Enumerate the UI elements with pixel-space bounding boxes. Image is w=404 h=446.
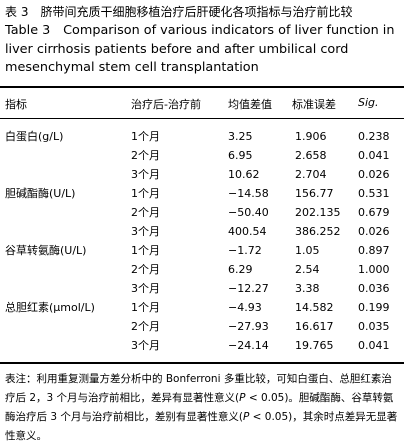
significance-cell: 0.041 <box>358 149 390 162</box>
header-indicator: 指标 <box>5 98 27 111</box>
significance-cell: 0.199 <box>358 301 390 314</box>
footnote-p-symbol-1: P <box>239 392 246 404</box>
standard-error-cell: 156.77 <box>295 187 334 200</box>
mean-difference-cell: −12.27 <box>228 282 269 295</box>
table-row: 2个月 6.95 2.658 0.041 <box>0 147 404 165</box>
significance-cell: 0.026 <box>358 225 390 238</box>
table-title-chinese: 表 3 脐带间充质干细胞移植治疗后肝硬化各项指标与治疗前比较 <box>5 5 353 19</box>
time-point-cell: 1个月 <box>131 244 160 257</box>
mean-difference-cell: −24.14 <box>228 339 269 352</box>
time-point-cell: 2个月 <box>131 149 160 162</box>
significance-cell: 0.679 <box>358 206 390 219</box>
table-row: 3个月 −12.27 3.38 0.036 <box>0 280 404 298</box>
table-footnote: 表注：利用重复测量方差分析中的 Bonferroni 多重比较，可知白蛋白、总胆… <box>5 370 401 446</box>
table-row: 3个月 10.62 2.704 0.026 <box>0 166 404 184</box>
mean-difference-cell: 10.62 <box>228 168 260 181</box>
mean-difference-cell: −27.93 <box>228 320 269 333</box>
table-row: 2个月 −27.93 16.617 0.035 <box>0 318 404 336</box>
significance-cell: 1.000 <box>358 263 390 276</box>
standard-error-cell: 1.906 <box>295 130 327 143</box>
significance-cell: 0.036 <box>358 282 390 295</box>
standard-error-cell: 2.54 <box>295 263 320 276</box>
header-rule <box>0 118 404 119</box>
mean-difference-cell: 6.95 <box>228 149 253 162</box>
time-point-cell: 1个月 <box>131 187 160 200</box>
standard-error-cell: 202.135 <box>295 206 341 219</box>
indicator-cell: 总胆红素(μmol/L) <box>5 301 95 314</box>
time-point-cell: 2个月 <box>131 206 160 219</box>
mean-difference-cell: −4.93 <box>228 301 262 314</box>
table-row: 白蛋白(g/L) 1个月 3.25 1.906 0.238 <box>0 128 404 146</box>
significance-cell: 0.026 <box>358 168 390 181</box>
standard-error-cell: 2.704 <box>295 168 327 181</box>
header-mean-difference: 均值差值 <box>228 98 272 111</box>
header-comparison: 治疗后-治疗前 <box>131 98 201 111</box>
time-point-cell: 2个月 <box>131 320 160 333</box>
standard-error-cell: 1.05 <box>295 244 320 257</box>
table-row: 胆碱酯酶(U/L) 1个月 −14.58 156.77 0.531 <box>0 185 404 203</box>
time-point-cell: 3个月 <box>131 282 160 295</box>
table-title-english: Table 3 Comparison of various indicators… <box>5 23 395 75</box>
indicator-cell: 胆碱酯酶(U/L) <box>5 187 76 200</box>
header-standard-error: 标准误差 <box>292 98 336 111</box>
bottom-rule <box>0 362 404 364</box>
standard-error-cell: 3.38 <box>295 282 320 295</box>
significance-cell: 0.238 <box>358 130 390 143</box>
standard-error-cell: 16.617 <box>295 320 334 333</box>
standard-error-cell: 19.765 <box>295 339 334 352</box>
table-row: 3个月 400.54 386.252 0.026 <box>0 223 404 241</box>
mean-difference-cell: −1.72 <box>228 244 262 257</box>
mean-difference-cell: 6.29 <box>228 263 253 276</box>
mean-difference-cell: −14.58 <box>228 187 269 200</box>
footnote-text-2: < 0.05)。胆碱酯酶、谷草转氨酶治疗后 3 个月与治疗前相比，差别有显著性意… <box>5 392 394 423</box>
table-row: 3个月 −24.14 19.765 0.041 <box>0 337 404 355</box>
header-sig: Sig. <box>358 96 379 109</box>
time-point-cell: 3个月 <box>131 339 160 352</box>
indicator-cell: 白蛋白(g/L) <box>5 130 64 143</box>
mean-difference-cell: −50.40 <box>228 206 269 219</box>
significance-cell: 0.531 <box>358 187 390 200</box>
significance-cell: 0.035 <box>358 320 390 333</box>
top-rule <box>0 86 404 88</box>
indicator-cell: 谷草转氨酶(U/L) <box>5 244 87 257</box>
table-row: 2个月 6.29 2.54 1.000 <box>0 261 404 279</box>
table-row: 总胆红素(μmol/L) 1个月 −4.93 14.582 0.199 <box>0 299 404 317</box>
mean-difference-cell: 3.25 <box>228 130 253 143</box>
table-row: 2个月 −50.40 202.135 0.679 <box>0 204 404 222</box>
time-point-cell: 3个月 <box>131 168 160 181</box>
footnote-text-1: 表注：利用重复测量方差分析中的 Bonferroni 多重比较，可知白蛋白、总胆… <box>5 373 392 404</box>
table-row: 谷草转氨酶(U/L) 1个月 −1.72 1.05 0.897 <box>0 242 404 260</box>
footnote-p-symbol-2: P <box>242 411 250 423</box>
footnote-text-3: < 0.05)，其余时点差异无显著性意义。 <box>5 411 398 442</box>
standard-error-cell: 2.658 <box>295 149 327 162</box>
standard-error-cell: 14.582 <box>295 301 334 314</box>
time-point-cell: 1个月 <box>131 301 160 314</box>
time-point-cell: 3个月 <box>131 225 160 238</box>
mean-difference-cell: 400.54 <box>228 225 267 238</box>
significance-cell: 0.041 <box>358 339 390 352</box>
significance-cell: 0.897 <box>358 244 390 257</box>
standard-error-cell: 386.252 <box>295 225 341 238</box>
time-point-cell: 2个月 <box>131 263 160 276</box>
time-point-cell: 1个月 <box>131 130 160 143</box>
